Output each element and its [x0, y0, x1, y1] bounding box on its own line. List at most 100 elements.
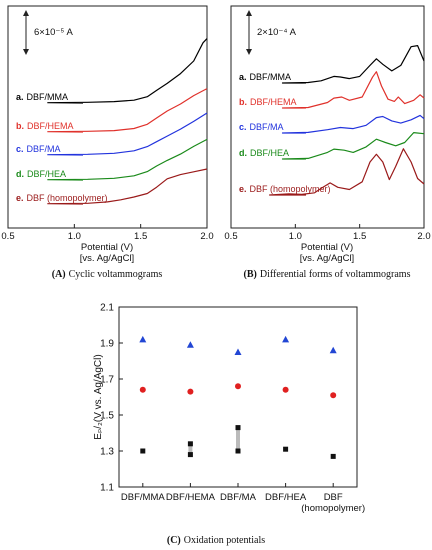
- panel-c-caption: (C) Oxidation potentials: [167, 535, 265, 546]
- series-name: DBF/HEMA: [250, 97, 297, 107]
- panel-a-x-axis-sublabel: [vs. Ag/AgCl]: [80, 253, 134, 264]
- panel-b-series-5-line: [269, 148, 425, 196]
- panel-c-square-point: [330, 453, 336, 459]
- panel-b-frame: [230, 5, 425, 229]
- panel-b-series-3-label: c. DBF/MA: [239, 122, 284, 132]
- panel-b-series-2-label: b. DBF/HEMA: [239, 97, 297, 107]
- series-letter: a.: [239, 72, 247, 82]
- panel-a-x-tick-label: 1.0: [68, 231, 81, 242]
- panel-b-x-tick-label: 2.0: [417, 231, 430, 242]
- panel-a-frame: [7, 5, 208, 229]
- panel-c-square-point: [187, 452, 193, 458]
- panel-c-triangle-point: [234, 348, 242, 355]
- panel-a-scale-bar: 6×10⁻⁵ A: [23, 10, 73, 55]
- panel-a-x-tick-label: 1.5: [134, 231, 147, 242]
- series-letter: c.: [239, 122, 247, 132]
- panel-b-scale-bar: 2×10⁻⁴ A: [246, 10, 297, 55]
- panel-c-square-point: [235, 425, 241, 431]
- panel-b-series-5-label: e. DBF (homopolymer): [239, 184, 331, 194]
- panel-c-triangle-point: [139, 335, 147, 343]
- panel-c-caption-letter: (C): [167, 535, 181, 546]
- panel-b-x-axis-sublabel: [vs. Ag/AgCl]: [300, 253, 354, 264]
- panel-a-series-4-line: [47, 138, 208, 181]
- series-letter: b.: [239, 97, 247, 107]
- panel-c-caption-text: Oxidation potentials: [184, 535, 265, 546]
- panel-c-square-point: [283, 446, 289, 452]
- panel-c-category-label: DBF: [324, 492, 343, 503]
- panel-a-scale-label: 6×10⁻⁵ A: [34, 27, 73, 38]
- panel-a-caption-text: Cyclic voltammograms: [69, 269, 163, 280]
- panel-a-series-4-label: d. DBF/HEA: [16, 169, 66, 179]
- series-name: DBF/HEMA: [27, 121, 74, 131]
- panel-c-y-tick-label: 1.3: [100, 447, 114, 458]
- series-letter: a.: [16, 92, 24, 102]
- panel-b-series-4-label: d. DBF/HEA: [239, 148, 289, 158]
- series-name: DBF/HEA: [250, 148, 289, 158]
- panel-b-series-1-line: [281, 45, 425, 84]
- panel-c-square-point: [235, 448, 241, 454]
- panel-c-y-axis-label: Eₚ/₂(V vs. Ag/AgCl): [93, 354, 104, 439]
- panel-b-series-1-label: a. DBF/MMA: [239, 72, 291, 82]
- panel-c-triangle-point: [282, 335, 290, 343]
- panel-c-triangle-point: [186, 341, 194, 348]
- panel-b-x-tick-label: 1.5: [353, 231, 366, 242]
- panel-b-caption-letter: (B): [244, 269, 257, 280]
- panel-c-y-tick-label: 1.5: [100, 411, 114, 422]
- panel-b-x-tick-label: 0.5: [224, 231, 237, 242]
- panel-c-category-label: DBF/HEA: [265, 492, 307, 503]
- series-letter: d.: [239, 148, 247, 158]
- panel-b-series-2-line: [281, 71, 425, 109]
- panel-c-circle-point: [139, 386, 146, 393]
- panel-a-series-2-line: [47, 88, 208, 133]
- panel-a-x-tick-label: 2.0: [200, 231, 213, 242]
- series-name: DBF/HEA: [27, 169, 66, 179]
- series-name: DBF/MA: [250, 122, 284, 132]
- series-letter: b.: [16, 121, 24, 131]
- panel-c-triangle-point: [329, 346, 337, 354]
- panel-a-series-1-label: a. DBF/MMA: [16, 92, 68, 102]
- panel-c-category-label: DBF/MMA: [121, 492, 165, 503]
- panel-c-frame: [118, 306, 358, 488]
- panel-a-series-3-line: [47, 112, 208, 156]
- series-name: DBF (homopolymer): [27, 193, 108, 203]
- panel-b-caption-text: Differential forms of voltammograms: [260, 269, 411, 280]
- panel-b-series-4-line: [281, 132, 425, 160]
- panel-c-category-label: DBF/HEMA: [166, 492, 216, 503]
- series-letter: d.: [16, 169, 24, 179]
- panel-c-square-point: [140, 448, 146, 454]
- panel-a-series-5-label: e. DBF (homopolymer): [16, 193, 108, 203]
- panel-c-circle-point: [235, 383, 241, 390]
- panel-c-oxidation-potentials: 1.1 1.3 1.5 1.7 1.9 2.1 DBF/MMA DBF/HEMA DBF/MA…: [93, 303, 365, 547]
- panel-b-x-axis-label: Potential (V): [301, 242, 353, 253]
- panel-c-circle-point: [187, 388, 194, 395]
- panel-c-y-tick-label: 1.1: [100, 483, 114, 494]
- panel-b-series-3-line: [281, 114, 425, 134]
- panel-a-series-1-line: [47, 38, 208, 104]
- panel-c-circle-point: [330, 392, 337, 399]
- panel-a-series-2-label: b. DBF/HEMA: [16, 121, 74, 131]
- panel-c-circle-point: [282, 386, 289, 393]
- series-letter: e.: [16, 193, 24, 203]
- series-name: DBF/MMA: [250, 72, 292, 82]
- panel-a-series-5-line: [47, 168, 208, 205]
- panel-c-square-point: [187, 441, 193, 447]
- panel-b-scale-label: 2×10⁻⁴ A: [257, 27, 297, 38]
- series-letter: c.: [16, 144, 24, 154]
- series-name: DBF/MA: [27, 144, 61, 154]
- series-letter: e.: [239, 184, 247, 194]
- panel-a-x-axis-label: Potential (V): [81, 242, 133, 253]
- panel-c-category-sublabel: (homopolymer): [301, 503, 365, 514]
- panel-b-caption: (B) Differential forms of voltammograms: [244, 269, 411, 280]
- series-name: DBF/MMA: [27, 92, 69, 102]
- panel-b-x-tick-label: 1.0: [289, 231, 302, 242]
- panel-c-y-tick-label: 2.1: [100, 303, 114, 314]
- series-name: DBF (homopolymer): [250, 184, 331, 194]
- panel-c-y-tick-label: 1.7: [100, 375, 114, 386]
- panel-a-x-tick-label: 0.5: [1, 231, 14, 242]
- panel-c-y-tick-label: 1.9: [100, 339, 114, 350]
- panel-c-category-label: DBF/MA: [220, 492, 257, 503]
- panel-a-series-3-label: c. DBF/MA: [16, 144, 61, 154]
